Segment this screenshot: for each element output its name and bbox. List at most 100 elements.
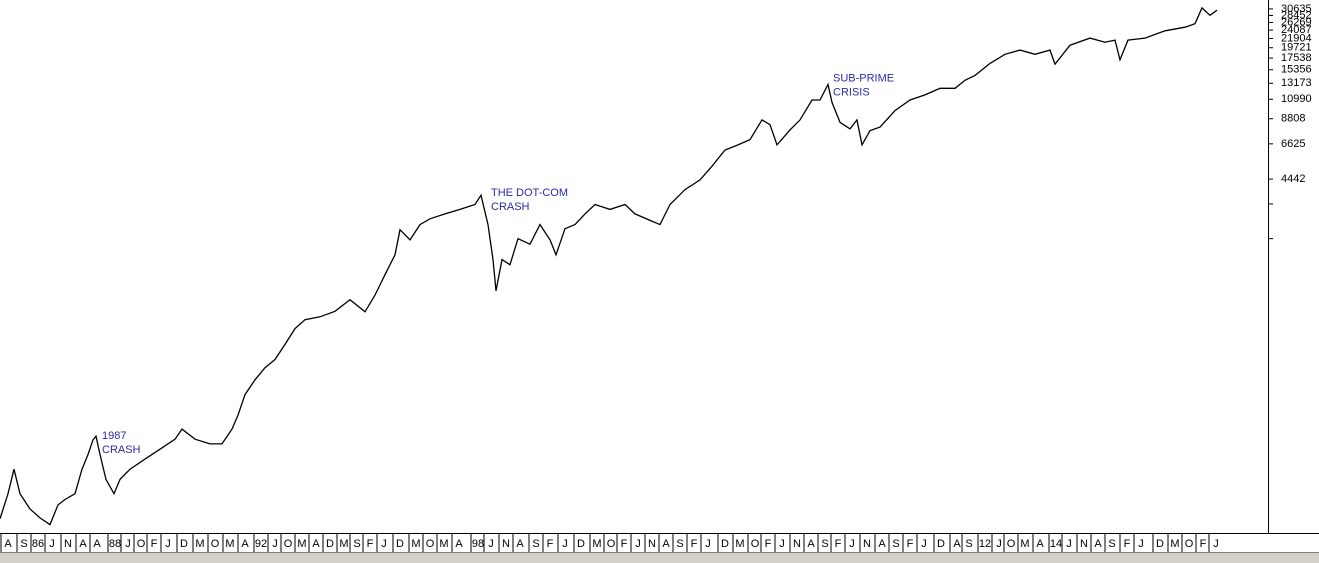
x-tick-label: J: [272, 538, 278, 550]
x-tick-label: F: [547, 538, 554, 550]
x-tick-label: A: [662, 538, 670, 550]
x-tick-label: A: [79, 538, 87, 550]
x-tick-label: A: [455, 538, 463, 550]
x-tick-label: S: [892, 538, 899, 550]
x-tick-label: D: [180, 538, 188, 550]
y-tick-label: 30635: [1281, 3, 1312, 15]
x-tick-label: F: [691, 538, 698, 550]
x-tick-label: M: [439, 538, 448, 550]
x-tick-label: M: [297, 538, 306, 550]
x-tick-label: S: [532, 538, 539, 550]
x-tick-label: N: [648, 538, 656, 550]
x-tick-label: D: [326, 538, 334, 550]
x-tick-label: A: [93, 538, 101, 550]
x-tick-label: D: [1156, 538, 1164, 550]
annotation: SUB-PRIME: [833, 72, 894, 84]
y-tick-label: 19721: [1281, 42, 1312, 54]
x-tick-label: A: [4, 538, 12, 550]
x-tick-label: N: [863, 538, 871, 550]
x-tick-label: M: [411, 538, 420, 550]
x-tick-label: N: [793, 538, 801, 550]
x-tick-label: A: [878, 538, 886, 550]
x-tick-label: J: [705, 538, 711, 550]
x-tick-label: J: [381, 538, 387, 550]
x-tick-label: 88: [109, 538, 121, 550]
x-tick-label: J: [562, 538, 568, 550]
x-tick-label: M: [339, 538, 348, 550]
y-tick-label: 6625: [1281, 138, 1305, 150]
x-tick-label: S: [676, 538, 683, 550]
x-tick-label: 92: [255, 538, 267, 550]
x-tick-label: O: [751, 538, 760, 550]
x-tick-label: S: [1108, 538, 1115, 550]
x-tick-label: F: [151, 538, 158, 550]
x-tick-label: 14: [1050, 538, 1062, 550]
x-tick-label: O: [426, 538, 435, 550]
y-tick-label: 24087: [1281, 24, 1312, 36]
x-tick-label: D: [577, 538, 585, 550]
x-tick-label: J: [1066, 538, 1072, 550]
status-strip: [0, 553, 1319, 563]
x-tick-label: A: [807, 538, 815, 550]
annotation: THE DOT-COM: [491, 187, 568, 199]
x-tick-label: J: [165, 538, 171, 550]
x-tick-label: J: [921, 538, 927, 550]
x-tick-label: A: [312, 538, 320, 550]
x-tick-label: J: [996, 538, 1002, 550]
x-tick-label: F: [835, 538, 842, 550]
x-tick-label: A: [241, 538, 249, 550]
x-tick-label: A: [953, 538, 961, 550]
y-tick-label: 10990: [1281, 93, 1312, 105]
y-tick-label: 4442: [1281, 173, 1305, 185]
y-tick-label: 17538: [1281, 52, 1312, 64]
x-tick-label: O: [607, 538, 616, 550]
x-tick-label: J: [1138, 538, 1144, 550]
x-tick-label: A: [516, 538, 524, 550]
x-tick-label: F: [1200, 538, 1207, 550]
x-tick-label: F: [367, 538, 374, 550]
x-tick-label: 12: [979, 538, 991, 550]
x-tick-label: M: [735, 538, 744, 550]
x-tick-label: F: [907, 538, 914, 550]
x-tick-label: O: [211, 538, 220, 550]
x-tick-label: M: [592, 538, 601, 550]
x-tick-label: O: [137, 538, 146, 550]
x-tick-label: N: [502, 538, 510, 550]
x-tick-label: J: [635, 538, 641, 550]
y-tick-label: 15356: [1281, 64, 1312, 76]
x-tick-label: O: [1007, 538, 1016, 550]
x-tick-label: O: [284, 538, 293, 550]
x-tick-label: J: [1213, 538, 1219, 550]
x-tick-label: 86: [32, 538, 44, 550]
y-tick-label: 8808: [1281, 113, 1305, 125]
price-line: [0, 6, 1218, 526]
x-tick-label: D: [396, 538, 404, 550]
x-tick-label: J: [125, 538, 131, 550]
x-tick-label: F: [1124, 538, 1131, 550]
x-tick-label: S: [353, 538, 360, 550]
y-tick-label: 28452: [1281, 9, 1312, 21]
x-tick-label: O: [1185, 538, 1194, 550]
x-tick-label: 98: [472, 538, 484, 550]
x-tick-label: S: [965, 538, 972, 550]
annotation: CRASH: [102, 444, 141, 456]
x-tick-label: M: [1170, 538, 1179, 550]
x-tick-label: J: [49, 538, 55, 550]
annotation: CRASH: [491, 201, 530, 213]
x-tick-label: F: [621, 538, 628, 550]
x-tick-label: S: [20, 538, 27, 550]
x-tick-label: J: [779, 538, 785, 550]
x-tick-label: J: [849, 538, 855, 550]
x-tick-label: D: [721, 538, 729, 550]
x-tick-label: N: [1080, 538, 1088, 550]
y-tick-label: 21904: [1281, 32, 1312, 44]
x-tick-label: M: [1020, 538, 1029, 550]
x-tick-label: M: [195, 538, 204, 550]
x-tick-label: D: [937, 538, 945, 550]
x-tick-label: S: [821, 538, 828, 550]
annotation: 1987: [102, 430, 126, 442]
annotation: CRISIS: [833, 86, 870, 98]
